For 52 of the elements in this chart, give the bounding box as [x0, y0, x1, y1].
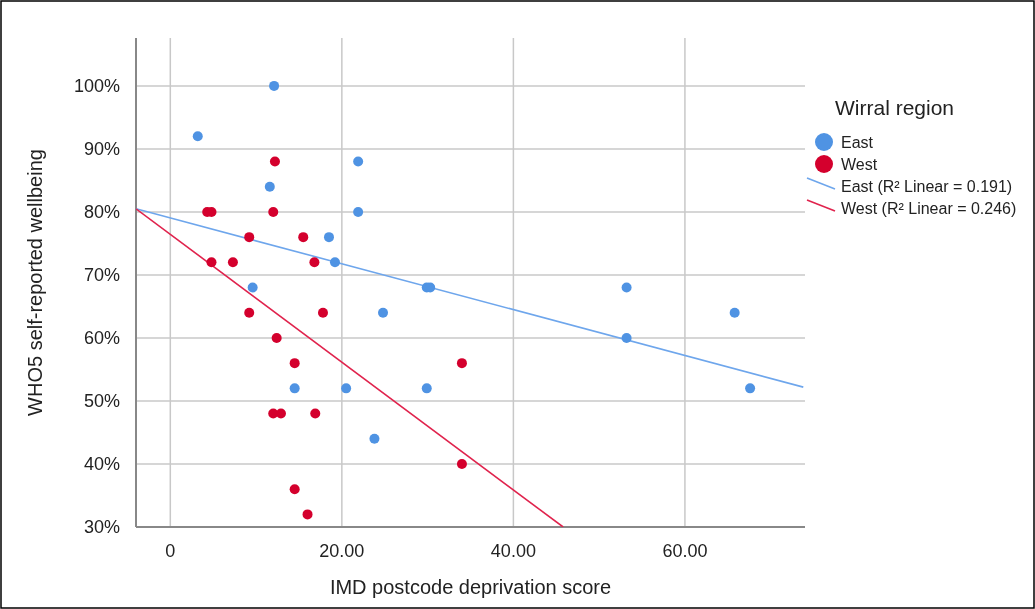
y-tick-label: 90%	[83, 139, 120, 160]
legend-label: East	[841, 133, 874, 151]
point	[729, 307, 740, 318]
legend-title: Wirral region	[835, 96, 955, 119]
point	[268, 206, 279, 217]
point	[264, 181, 275, 192]
x-tick-label: 60.00	[662, 541, 708, 561]
point	[353, 156, 364, 167]
point	[289, 383, 300, 394]
legend-label: East (R² Linear = 0.191)	[841, 177, 1013, 195]
y-tick-label: 100%	[73, 76, 120, 97]
x-tick-label: 40.00	[490, 541, 536, 561]
point	[244, 232, 255, 243]
point	[298, 232, 309, 243]
y-tick-label: 70%	[83, 265, 120, 286]
point	[621, 332, 632, 343]
y-tick-label: 80%	[83, 202, 120, 223]
point	[456, 458, 467, 469]
y-tick-label: 40%	[83, 454, 120, 475]
x-tick-label: 0	[165, 541, 176, 561]
y-tick-label: 60%	[83, 328, 120, 349]
point	[289, 484, 300, 495]
point	[289, 358, 300, 369]
point	[269, 80, 280, 91]
point	[309, 257, 320, 268]
point	[317, 307, 328, 318]
point	[369, 433, 380, 444]
legend-label: West	[841, 155, 878, 173]
point	[323, 232, 334, 243]
point	[192, 131, 203, 142]
legend-label: West (R² Linear = 0.246)	[841, 199, 1017, 217]
point	[244, 307, 255, 318]
point	[456, 358, 467, 369]
point	[269, 156, 280, 167]
x-axis-title: IMD postcode deprivation score	[329, 576, 612, 598]
point	[310, 408, 321, 419]
point	[247, 282, 258, 293]
point	[341, 383, 352, 394]
y-tick-label: 50%	[83, 391, 120, 412]
y-axis-title: WHO5 self-reported wellbeing	[24, 149, 46, 416]
point	[621, 282, 632, 293]
point	[302, 509, 313, 520]
point	[421, 383, 432, 394]
point	[206, 257, 217, 268]
y-tick-label: 30%	[83, 517, 120, 538]
point	[353, 206, 364, 217]
point	[745, 383, 756, 394]
point	[378, 307, 389, 318]
point	[227, 257, 238, 268]
point	[271, 332, 282, 343]
point	[329, 257, 340, 268]
x-tick-label: 20.00	[319, 541, 365, 561]
